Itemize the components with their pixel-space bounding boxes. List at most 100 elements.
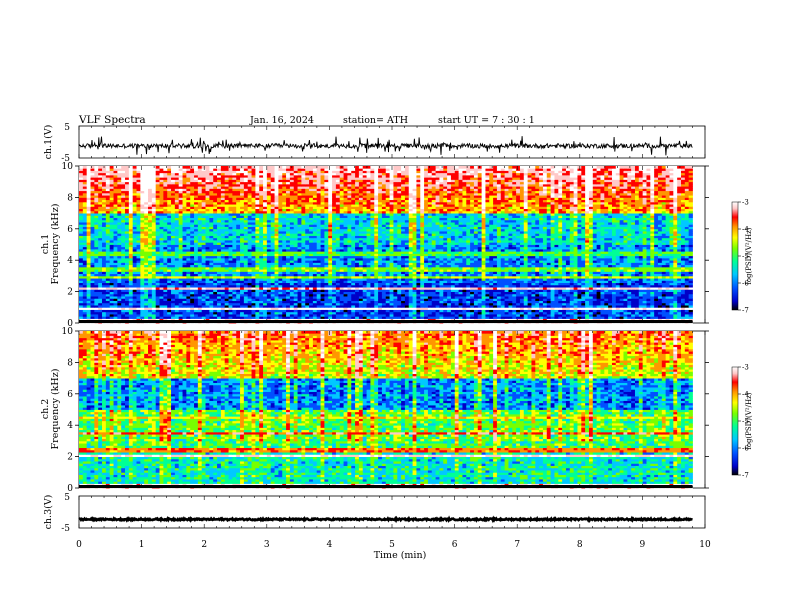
spectrogram-cell bbox=[611, 253, 617, 257]
spectrogram-cell bbox=[408, 260, 413, 263]
spectrogram-cell bbox=[393, 316, 398, 319]
spectrogram-cell bbox=[355, 309, 360, 313]
spectrogram-cell bbox=[424, 253, 429, 257]
spectrogram-cell bbox=[623, 253, 628, 257]
spectrogram-cell bbox=[470, 300, 475, 304]
spectrogram-cell bbox=[274, 262, 279, 266]
spectrogram-cell bbox=[408, 300, 413, 304]
spectrogram-cell bbox=[404, 278, 410, 281]
spectrogram-cell bbox=[439, 289, 444, 292]
spectrogram-cell bbox=[523, 291, 528, 295]
spectrogram-cell bbox=[174, 309, 180, 313]
spectrogram-cell bbox=[113, 282, 118, 286]
spectrogram-cell bbox=[565, 266, 571, 270]
spectrogram-cell bbox=[573, 266, 578, 270]
spectrogram-cell bbox=[125, 314, 130, 317]
spectrogram-cell bbox=[328, 287, 333, 290]
spectrogram-cell bbox=[347, 318, 352, 322]
spectrogram-cell bbox=[378, 273, 383, 277]
spectrogram-cell bbox=[573, 293, 578, 297]
spectrogram-cell bbox=[117, 273, 122, 277]
spectrogram-cell bbox=[197, 284, 203, 288]
spectrogram-cell bbox=[90, 284, 95, 288]
spectrogram-cell bbox=[680, 278, 686, 281]
spectrogram-cell bbox=[186, 296, 191, 299]
spectrogram-cell bbox=[462, 282, 467, 286]
spectrogram-cell bbox=[144, 257, 149, 261]
spectrogram-cell bbox=[600, 318, 605, 322]
spectrogram-cell bbox=[82, 316, 88, 319]
spectrogram-cell bbox=[328, 269, 333, 272]
spectrogram-cell bbox=[247, 305, 252, 308]
spectrogram-cell bbox=[527, 289, 532, 292]
spectrogram-cell bbox=[654, 282, 659, 286]
spectrogram-cell bbox=[401, 255, 406, 259]
spectrogram-cell bbox=[642, 266, 647, 270]
spectrogram-cell bbox=[224, 289, 229, 292]
spectrogram-cell bbox=[309, 318, 314, 322]
spectrogram-cell bbox=[389, 257, 394, 261]
spectrogram-cell bbox=[194, 300, 199, 304]
spectrogram-cell bbox=[128, 289, 134, 292]
spectrogram-cell bbox=[412, 316, 417, 319]
spectrogram-cell bbox=[654, 264, 659, 268]
spectrogram-cell bbox=[355, 298, 360, 301]
spectrogram-cell bbox=[619, 293, 624, 297]
spectrogram-cell bbox=[615, 311, 621, 315]
spectrogram-cell bbox=[496, 266, 502, 270]
spectrogram-cell bbox=[140, 309, 145, 313]
spectrogram-cell bbox=[343, 293, 348, 297]
spectrogram-cell bbox=[604, 284, 609, 288]
spectrogram-cell bbox=[466, 275, 471, 279]
spectrogram-cell bbox=[312, 307, 318, 310]
spectrogram-cell bbox=[585, 275, 590, 279]
spectrogram-cell bbox=[366, 260, 371, 263]
spectrogram-cell bbox=[282, 264, 287, 268]
spectrogram-cell bbox=[677, 307, 682, 310]
spectrogram-cell bbox=[431, 289, 436, 292]
spectrogram-cell bbox=[136, 311, 141, 315]
spectrogram-cell bbox=[416, 262, 421, 266]
spectrogram-cell bbox=[588, 307, 594, 310]
spectrogram-cell bbox=[148, 298, 153, 301]
spectrogram-cell bbox=[282, 282, 287, 286]
spectrogram-cell bbox=[251, 305, 256, 308]
spectrogram-cell bbox=[466, 296, 471, 299]
spectrogram-cell bbox=[82, 253, 88, 257]
spectrogram-cell bbox=[665, 296, 670, 299]
spectrogram-cell bbox=[266, 287, 272, 290]
spectrogram-cell bbox=[178, 307, 183, 310]
spectrogram-cell bbox=[355, 271, 360, 275]
spectrogram-cell bbox=[416, 284, 421, 288]
spectrogram-cell bbox=[619, 289, 624, 292]
spectrogram-cell bbox=[565, 309, 571, 313]
spectrogram-cell bbox=[558, 260, 563, 263]
spectrogram-cell bbox=[466, 284, 471, 288]
spectrogram-cell bbox=[416, 314, 421, 317]
spectrogram-cell bbox=[121, 291, 126, 295]
spectrogram-cell bbox=[178, 291, 183, 295]
spectrogram-cell bbox=[508, 289, 513, 292]
spectrogram-cell bbox=[293, 307, 298, 310]
spectrogram-cell bbox=[117, 269, 122, 272]
spectrogram-cell bbox=[232, 316, 237, 319]
spectrogram-cell bbox=[650, 316, 655, 319]
spectrogram-cell bbox=[600, 300, 605, 304]
spectrogram-cell bbox=[240, 262, 245, 266]
spectrogram-cell bbox=[550, 302, 555, 306]
spectrogram-cell bbox=[186, 266, 191, 270]
spectrogram-cell bbox=[301, 314, 306, 317]
spectrogram-cell bbox=[527, 291, 532, 295]
spectrogram-cell bbox=[159, 257, 164, 261]
spectrogram-cell bbox=[213, 260, 218, 263]
spectrogram-cell bbox=[420, 264, 425, 268]
spectrogram-cell bbox=[596, 284, 601, 288]
spectrogram-cell bbox=[316, 280, 321, 284]
spectrogram-cell bbox=[596, 260, 601, 263]
spectrogram-cell bbox=[86, 269, 91, 272]
spectrogram-cell bbox=[347, 260, 352, 263]
spectrogram-cell bbox=[79, 269, 84, 272]
spectrogram-cell bbox=[105, 302, 111, 306]
spectrogram-cell bbox=[523, 275, 528, 279]
spectrogram-cell bbox=[665, 257, 670, 261]
